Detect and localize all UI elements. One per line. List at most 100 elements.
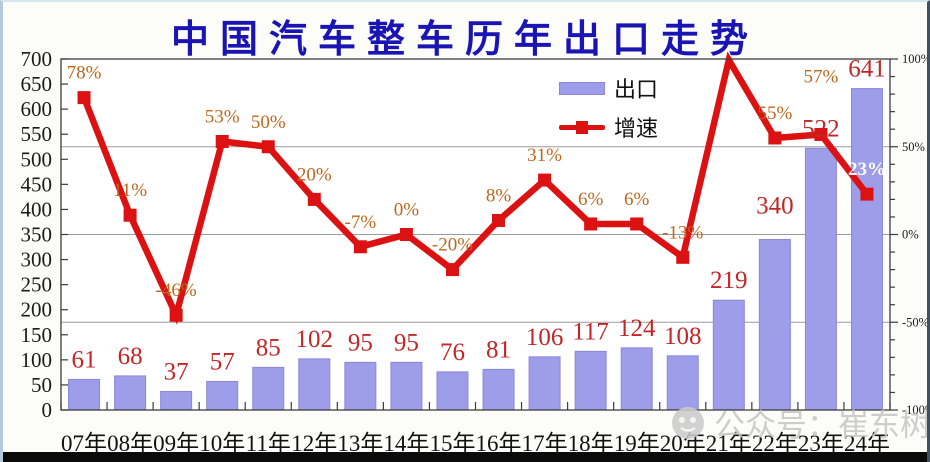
y-axis-tick-label: 700 [21, 47, 53, 71]
x-axis-tick-label: 22年 [752, 431, 798, 455]
right-axis-tick-label: -100% [902, 403, 930, 417]
x-axis-tick-label: 18年 [568, 431, 614, 455]
export-bar [252, 366, 285, 411]
growth-value-label: 11% [113, 180, 147, 201]
export-bar [68, 378, 101, 411]
growth-marker [77, 91, 91, 105]
growth-value-label: -13% [662, 222, 703, 243]
growth-value-label: 6% [624, 189, 650, 210]
growth-line [81, 51, 870, 325]
export-bar [344, 361, 377, 411]
export-bar [758, 239, 791, 411]
export-value-label: 61 [72, 346, 97, 373]
x-axis-tick-label: 11年 [246, 431, 291, 455]
export-value-label: 108 [664, 323, 702, 350]
x-axis-tick-label: 23年 [798, 431, 844, 455]
growth-marker [492, 213, 506, 227]
growth-value-label: 8% [486, 185, 512, 206]
growth-marker [676, 250, 690, 264]
export-bar [482, 368, 515, 411]
y-axis-tick-label: 150 [21, 323, 53, 347]
growth-marker [399, 228, 413, 241]
export-bar [666, 355, 699, 411]
legend-item-growth: 增速 [559, 111, 658, 143]
x-axis-tick-label: 10年 [199, 431, 245, 455]
export-value-label: 81 [486, 336, 511, 363]
export-value-label: 95 [348, 329, 373, 356]
legend-item-exports: 出口 [559, 72, 658, 104]
x-axis-tick-label: 19年 [614, 431, 660, 455]
export-bar [528, 356, 561, 411]
growth-marker [169, 308, 183, 322]
growth-value-label: 55% [757, 103, 792, 124]
x-axis-tick-label: 17年 [522, 431, 568, 455]
x-axis-tick-label: 16年 [476, 431, 522, 455]
export-bar [574, 350, 607, 411]
export-bar [298, 358, 331, 411]
growth-marker [630, 217, 644, 231]
line-swatch-icon [559, 120, 605, 134]
growth-value-label: 20% [297, 164, 332, 185]
growth-value-label: 78% [67, 63, 102, 84]
y-axis-tick-label: 350 [21, 223, 53, 247]
export-bar [206, 380, 239, 411]
growth-value-label: -7% [345, 212, 377, 233]
growth-marker [584, 217, 598, 231]
export-bar [620, 347, 653, 411]
export-bar [850, 88, 883, 411]
bottom-bar [3, 452, 927, 462]
chart-title: 中国汽车整车历年出口走势 [170, 19, 759, 61]
export-bar [114, 375, 147, 411]
y-axis-tick-label: 50 [31, 373, 52, 397]
x-axis-tick-label: 08年 [107, 431, 153, 455]
y-axis-tick-label: 0 [42, 398, 53, 422]
growth-marker [768, 131, 782, 145]
y-axis-tick-label: 650 [21, 72, 53, 96]
x-axis-tick-label: 07年 [61, 431, 107, 455]
growth-value-label: 23% [848, 159, 886, 180]
growth-value-label: 57% [804, 66, 839, 87]
y-axis-tick-label: 300 [21, 248, 53, 272]
export-bar [712, 299, 745, 411]
export-value-label: 106 [526, 324, 564, 351]
export-bar [804, 147, 837, 411]
x-axis-tick-label: 12年 [291, 431, 337, 455]
growth-marker [307, 192, 321, 206]
y-axis-tick-label: 400 [21, 197, 53, 221]
legend-growth-label: 增速 [614, 116, 659, 141]
x-axis-tick-label: 21年 [706, 431, 752, 455]
export-value-label: 68 [118, 343, 143, 370]
bar-swatch-icon [559, 81, 605, 95]
growth-value-label: 0% [394, 200, 420, 221]
x-axis-tick-label: 15年 [429, 431, 475, 455]
export-value-label: 124 [618, 315, 656, 342]
export-value-label: 37 [164, 358, 189, 385]
right-axis-tick-label: 100% [902, 52, 930, 66]
growth-value-label: 53% [205, 106, 240, 127]
y-axis-tick-label: 250 [21, 273, 53, 297]
y-axis-tick-label: 550 [21, 122, 53, 146]
growth-value-label: 50% [251, 112, 286, 133]
export-bar [436, 371, 469, 411]
growth-value-label: 6% [578, 189, 604, 210]
y-axis-tick-label: 500 [21, 147, 53, 171]
export-value-label: 57 [210, 348, 235, 375]
growth-marker [445, 263, 459, 277]
export-value-label: 340 [756, 193, 794, 220]
export-value-label: 95 [394, 329, 419, 356]
growth-value-label: -46% [156, 280, 197, 301]
export-bar [160, 390, 193, 411]
right-axis-tick-label: 50% [902, 140, 925, 154]
growth-marker [814, 127, 828, 141]
growth-marker [215, 134, 229, 148]
growth-marker [860, 187, 874, 201]
x-axis-tick-label: 24年 [844, 431, 890, 455]
x-axis-tick-label: 09年 [153, 431, 199, 455]
growth-marker [538, 173, 552, 187]
x-axis-tick-label: 14年 [383, 431, 429, 455]
right-axis-tick-label: -50% [902, 315, 929, 329]
export-value-label: 219 [710, 267, 748, 294]
chart-canvas: 61 68 37 57 85 102 95 95 76 81 106 117 124 108 219 340 5… [21, 47, 930, 455]
growth-marker [261, 140, 275, 154]
